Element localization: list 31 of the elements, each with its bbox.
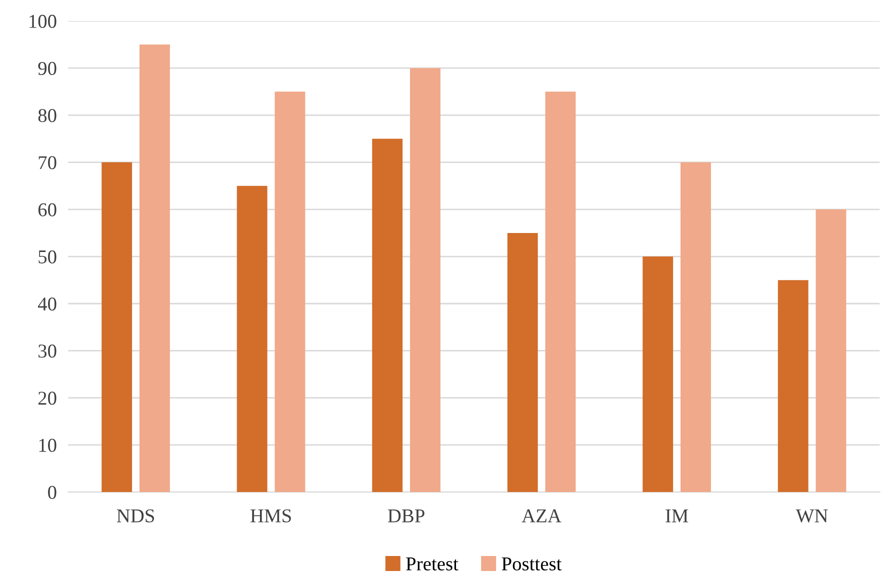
- bar: [507, 232, 538, 492]
- bar: [139, 44, 170, 492]
- bar: [545, 92, 576, 492]
- bar: [680, 162, 711, 492]
- x-tick-label: HMS: [250, 509, 291, 522]
- x-tick-label: AZA: [522, 509, 562, 522]
- legend-label: Pretest: [406, 558, 458, 570]
- y-tick-label: 80: [38, 109, 56, 122]
- y-tick-label: 40: [38, 297, 56, 311]
- y-tick-label: 100: [30, 14, 56, 28]
- bar: [102, 162, 132, 492]
- y-tick-label: 30: [38, 344, 56, 358]
- y-tick-label: 50: [38, 250, 56, 264]
- y-tick-label: 60: [38, 203, 56, 216]
- x-tick-label: NDS: [116, 509, 154, 522]
- x-tick-label: WN: [796, 509, 828, 523]
- y-tick-label: 0: [48, 486, 56, 499]
- x-tick-label: DBP: [388, 509, 424, 522]
- legend-label: Posttest: [502, 558, 562, 570]
- bar: [372, 138, 403, 492]
- bar: [236, 186, 268, 492]
- y-tick-label: 20: [38, 392, 56, 405]
- bar: [642, 256, 674, 492]
- bar: [816, 209, 846, 492]
- bar: [410, 68, 440, 492]
- bar: [778, 280, 808, 492]
- x-tick-label: IM: [666, 509, 688, 522]
- y-tick-label: 70: [38, 156, 56, 170]
- y-tick-label: 90: [38, 62, 56, 76]
- bar: [274, 92, 306, 492]
- y-tick-label: 10: [39, 438, 56, 452]
